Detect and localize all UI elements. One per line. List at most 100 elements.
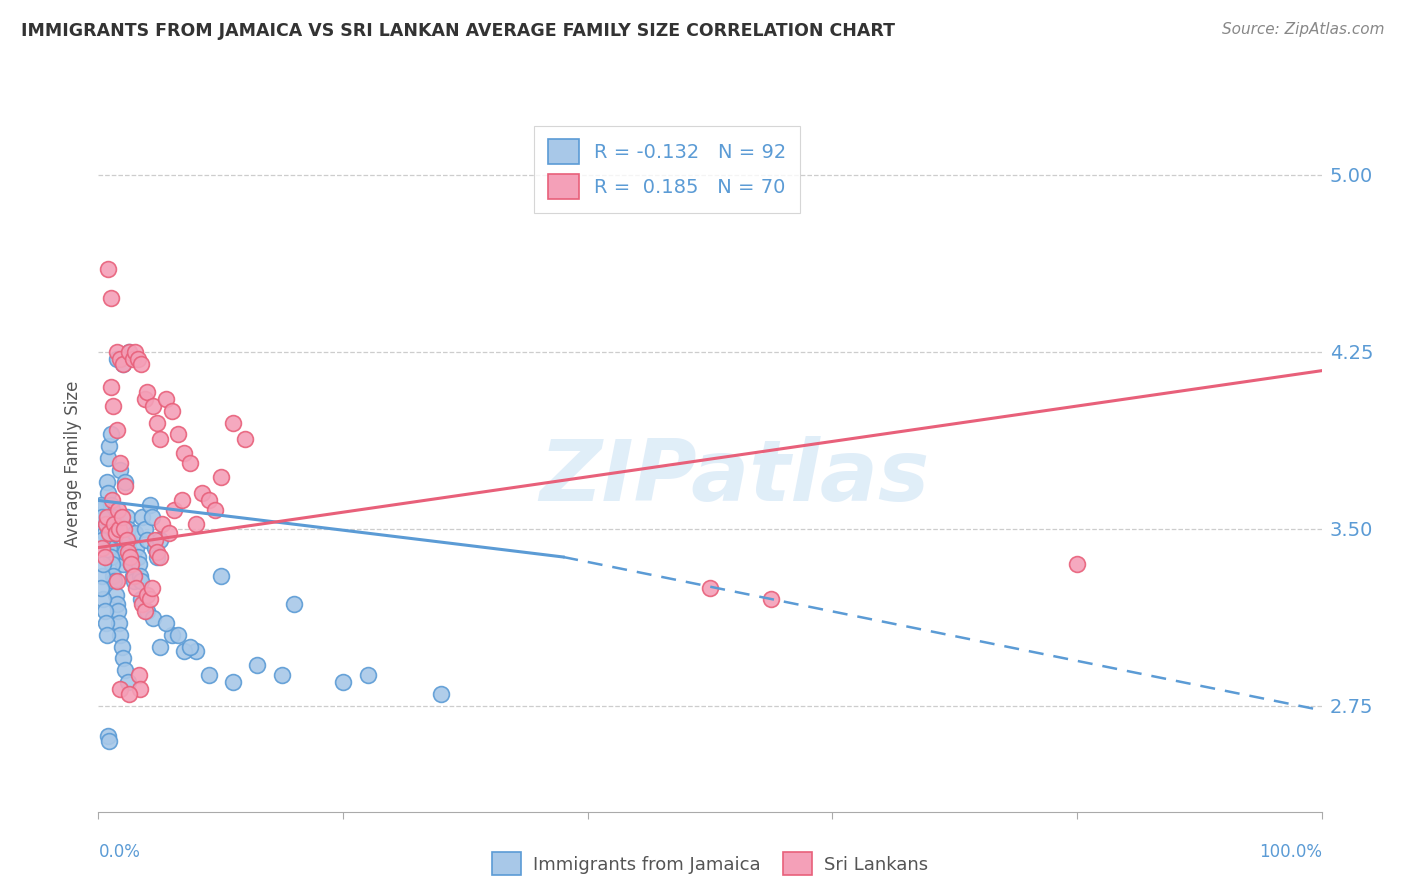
Point [117, 522, 139, 536]
Point [98, 509, 121, 524]
Point [94, 516, 117, 531]
Point [105, 344, 128, 359]
Point [146, 549, 169, 564]
Point [143, 541, 166, 555]
Point [149, 549, 172, 564]
Point [160, 404, 183, 418]
Point [114, 479, 136, 493]
Point [108, 541, 131, 555]
Point [98, 541, 121, 555]
Point [110, 456, 132, 470]
Point [127, 549, 149, 564]
Point [356, 668, 378, 682]
Point [139, 592, 162, 607]
Point [110, 463, 132, 477]
Point [100, 380, 122, 394]
Point [136, 384, 159, 399]
Point [111, 357, 134, 371]
Point [142, 399, 165, 413]
Point [173, 644, 195, 658]
Point [699, 581, 721, 595]
Point [122, 574, 145, 588]
Point [283, 597, 305, 611]
Point [149, 432, 172, 446]
Point [104, 526, 127, 541]
Point [100, 427, 122, 442]
Point [157, 526, 180, 541]
Point [114, 545, 136, 559]
Point [111, 509, 134, 524]
Point [761, 592, 783, 607]
Point [167, 427, 190, 442]
Point [141, 509, 163, 524]
Point [129, 574, 152, 588]
Point [118, 344, 141, 359]
Point [104, 526, 127, 541]
Point [209, 569, 232, 583]
Point [233, 432, 256, 446]
Point [104, 588, 127, 602]
Point [110, 545, 132, 559]
Point [120, 545, 142, 559]
Point [121, 351, 143, 366]
Point [114, 663, 136, 677]
Text: 100.0%: 100.0% [1258, 843, 1322, 861]
Point [131, 597, 153, 611]
Point [1066, 557, 1088, 571]
Point [100, 498, 122, 512]
Point [136, 533, 159, 548]
Point [146, 545, 169, 559]
Point [129, 357, 152, 371]
Point [163, 503, 186, 517]
Point [98, 439, 121, 453]
Point [98, 734, 121, 748]
Point [97, 486, 120, 500]
Point [179, 456, 201, 470]
Point [167, 628, 190, 642]
Point [191, 486, 214, 500]
Point [108, 615, 131, 630]
Point [96, 475, 118, 489]
Point [118, 344, 141, 359]
Point [101, 557, 124, 571]
Point [91, 592, 114, 607]
Point [128, 668, 150, 682]
Point [173, 446, 195, 460]
Point [222, 675, 245, 690]
Y-axis label: Average Family Size: Average Family Size [65, 381, 83, 547]
Point [141, 581, 163, 595]
Point [121, 569, 143, 583]
Point [110, 628, 132, 642]
Point [186, 516, 208, 531]
Point [120, 557, 142, 571]
Point [124, 526, 146, 541]
Point [204, 503, 226, 517]
Point [107, 533, 129, 548]
Point [430, 687, 453, 701]
Point [101, 503, 124, 517]
Text: 0.0%: 0.0% [98, 843, 141, 861]
Point [101, 493, 124, 508]
Point [97, 262, 120, 277]
Point [149, 640, 172, 654]
Point [100, 291, 122, 305]
Point [110, 682, 132, 697]
Point [111, 557, 134, 571]
Point [111, 640, 134, 654]
Point [149, 533, 172, 548]
Point [125, 541, 148, 555]
Point [96, 628, 118, 642]
Point [197, 668, 219, 682]
Point [91, 569, 114, 583]
Point [97, 729, 120, 743]
Point [127, 351, 149, 366]
Point [94, 516, 117, 531]
Point [209, 470, 232, 484]
Point [101, 399, 124, 413]
Point [124, 344, 146, 359]
Point [91, 509, 114, 524]
Point [136, 588, 159, 602]
Point [150, 516, 173, 531]
Point [128, 557, 150, 571]
Point [136, 604, 159, 618]
